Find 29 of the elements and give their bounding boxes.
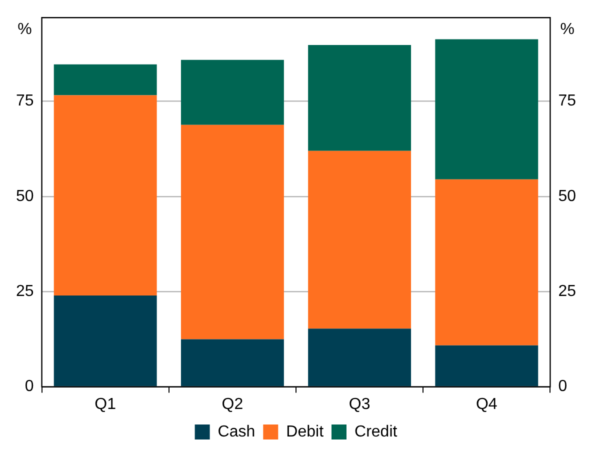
legend-label: Credit bbox=[354, 423, 398, 440]
x-tick-label: Q4 bbox=[476, 396, 498, 413]
bar bbox=[180, 124, 284, 340]
bar bbox=[308, 45, 412, 151]
y-axis-title: % bbox=[18, 21, 32, 38]
x-tick-label: Q1 bbox=[94, 396, 116, 413]
bar bbox=[308, 150, 412, 329]
bar bbox=[435, 345, 538, 386]
y-tick-label: 0 bbox=[24, 378, 34, 396]
bar bbox=[54, 295, 157, 386]
legend-label: Debit bbox=[286, 423, 324, 440]
y2-tick-label: 75 bbox=[558, 92, 576, 110]
bar bbox=[308, 328, 412, 386]
y-tick-label: 50 bbox=[16, 188, 34, 205]
y-tick-label: 25 bbox=[16, 283, 34, 300]
y2-tick-label: 0 bbox=[558, 378, 568, 396]
y2-tick-label: 25 bbox=[558, 283, 576, 300]
bar bbox=[54, 95, 157, 296]
x-tick-label: Q3 bbox=[348, 396, 370, 413]
y2-axis-title: % bbox=[560, 21, 574, 38]
bar bbox=[54, 64, 157, 96]
y2-tick-label: 50 bbox=[558, 188, 576, 205]
bar bbox=[180, 60, 284, 125]
bar bbox=[180, 339, 284, 386]
x-tick-label: Q2 bbox=[222, 396, 244, 413]
legend-label: Cash bbox=[218, 423, 256, 440]
bar bbox=[435, 179, 538, 346]
bar bbox=[435, 39, 538, 180]
y-tick-label: 75 bbox=[16, 92, 34, 110]
